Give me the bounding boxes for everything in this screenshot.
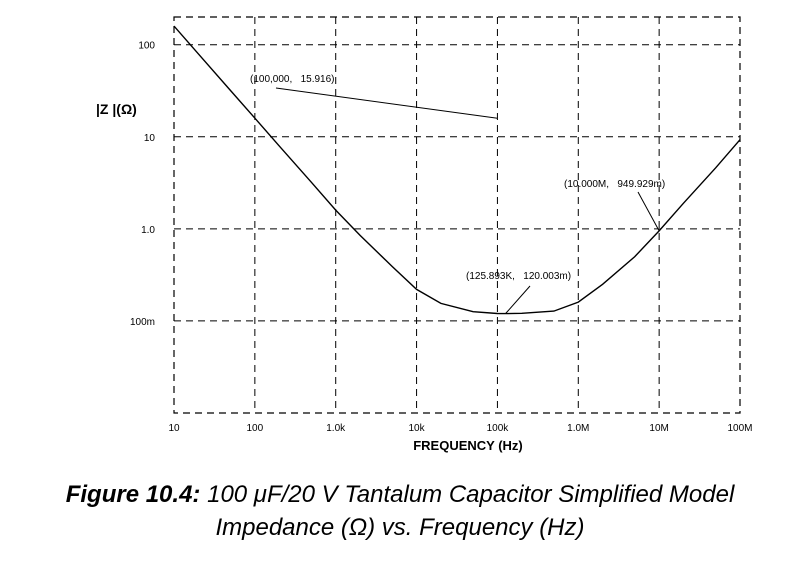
x-tick-label: 1.0M xyxy=(567,423,589,434)
y-tick-label: 10 xyxy=(144,133,156,144)
impedance-chart: 10 100 1.0k 10k 100k 1.0M 10M 100M 100 10 1.0 100m… xyxy=(96,16,753,453)
caption-line-2: Impedance (Ω) vs. Frequency (Hz) xyxy=(215,514,585,541)
y-tick-labels: 100 10 1.0 100m xyxy=(130,41,155,328)
x-tick-label: 10k xyxy=(409,423,426,434)
x-tick-labels: 10 100 1.0k 10k 100k 1.0M 10M 100M xyxy=(168,423,752,434)
y-tick-label: 100 xyxy=(138,41,155,52)
y-tick-label: 1.0 xyxy=(141,225,155,236)
annotation-leader xyxy=(505,285,531,314)
plot-frame xyxy=(173,16,741,414)
annotation-leader xyxy=(637,191,660,232)
y-axis-label: |Z |(Ω) xyxy=(96,101,137,117)
x-tick-label: 100 xyxy=(247,423,264,434)
annotation-label: (100,000, 15.916) xyxy=(250,74,335,85)
grid xyxy=(174,17,740,413)
figure-caption: Figure 10.4: 100 μF/20 V Tantalum Capaci… xyxy=(0,478,800,544)
x-tick-label: 100k xyxy=(487,423,510,434)
x-tick-label: 1.0k xyxy=(326,423,346,434)
annotation-leader xyxy=(275,87,498,119)
x-tick-label: 10 xyxy=(168,423,180,434)
caption-label: Figure 10.4: xyxy=(65,481,201,508)
x-axis-label: FREQUENCY (Hz) xyxy=(413,438,523,453)
annotation-label: (10.000M, 949.929m) xyxy=(564,179,665,190)
annotation-label: (125.893K, 120.003m) xyxy=(466,271,571,282)
caption-line-1: 100 μF/20 V Tantalum Capacitor Simplifie… xyxy=(207,481,735,508)
y-tick-label: 100m xyxy=(130,317,155,328)
impedance-curve xyxy=(173,25,741,315)
x-tick-label: 100M xyxy=(727,423,752,434)
x-tick-label: 10M xyxy=(649,423,668,434)
annotations: (100,000, 15.916) (125.893K, 120.003m) (10… xyxy=(250,74,665,314)
